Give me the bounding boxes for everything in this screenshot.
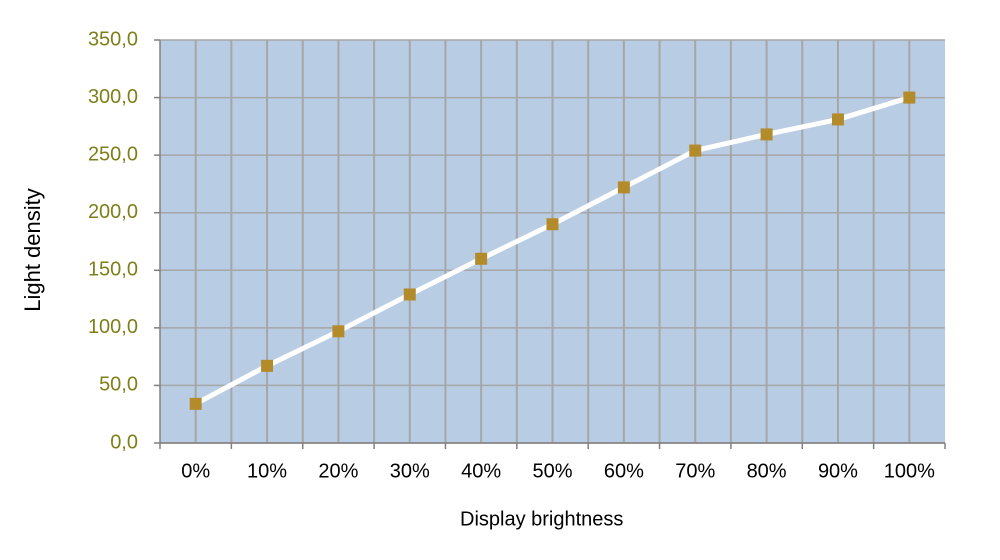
x-tick-label: 20% [318, 460, 358, 482]
y-tick-label: 300,0 [88, 86, 138, 108]
x-axis-title: Display brightness [460, 508, 623, 530]
marker [475, 252, 488, 265]
marker [403, 288, 416, 301]
marker [831, 113, 844, 126]
x-tick-label: 10% [247, 460, 287, 482]
marker [760, 128, 773, 141]
marker [689, 144, 702, 157]
marker [261, 359, 274, 372]
marker [903, 91, 916, 104]
y-tick-label: 100,0 [88, 316, 138, 338]
marker [617, 181, 630, 194]
x-tick-label: 0% [181, 460, 210, 482]
y-tick-label: 0,0 [110, 431, 138, 453]
marker [189, 397, 202, 410]
x-tick-label: 70% [675, 460, 715, 482]
y-tick-label: 250,0 [88, 143, 138, 165]
x-tick-label: 80% [747, 460, 787, 482]
x-tick-label: 90% [818, 460, 858, 482]
y-tick-label: 50,0 [99, 374, 138, 396]
y-axis-title: Light density [20, 188, 45, 312]
y-tick-label: 150,0 [88, 259, 138, 281]
marker [332, 325, 345, 338]
marker [546, 218, 559, 231]
x-tick-label: 60% [604, 460, 644, 482]
x-tick-label: 40% [461, 460, 501, 482]
y-tick-label: 350,0 [88, 28, 138, 50]
y-tick-label: 200,0 [88, 201, 138, 223]
x-tick-label: 50% [532, 460, 572, 482]
x-tick-label: 100% [884, 460, 935, 482]
x-tick-label: 30% [390, 460, 430, 482]
